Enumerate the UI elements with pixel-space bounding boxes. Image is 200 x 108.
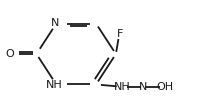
Text: N: N [139, 82, 147, 92]
Text: OH: OH [156, 82, 174, 92]
Text: N: N [51, 18, 59, 28]
Text: NH: NH [113, 82, 130, 92]
Text: NH: NH [46, 80, 63, 90]
Text: O: O [6, 49, 14, 59]
Text: F: F [117, 29, 123, 39]
